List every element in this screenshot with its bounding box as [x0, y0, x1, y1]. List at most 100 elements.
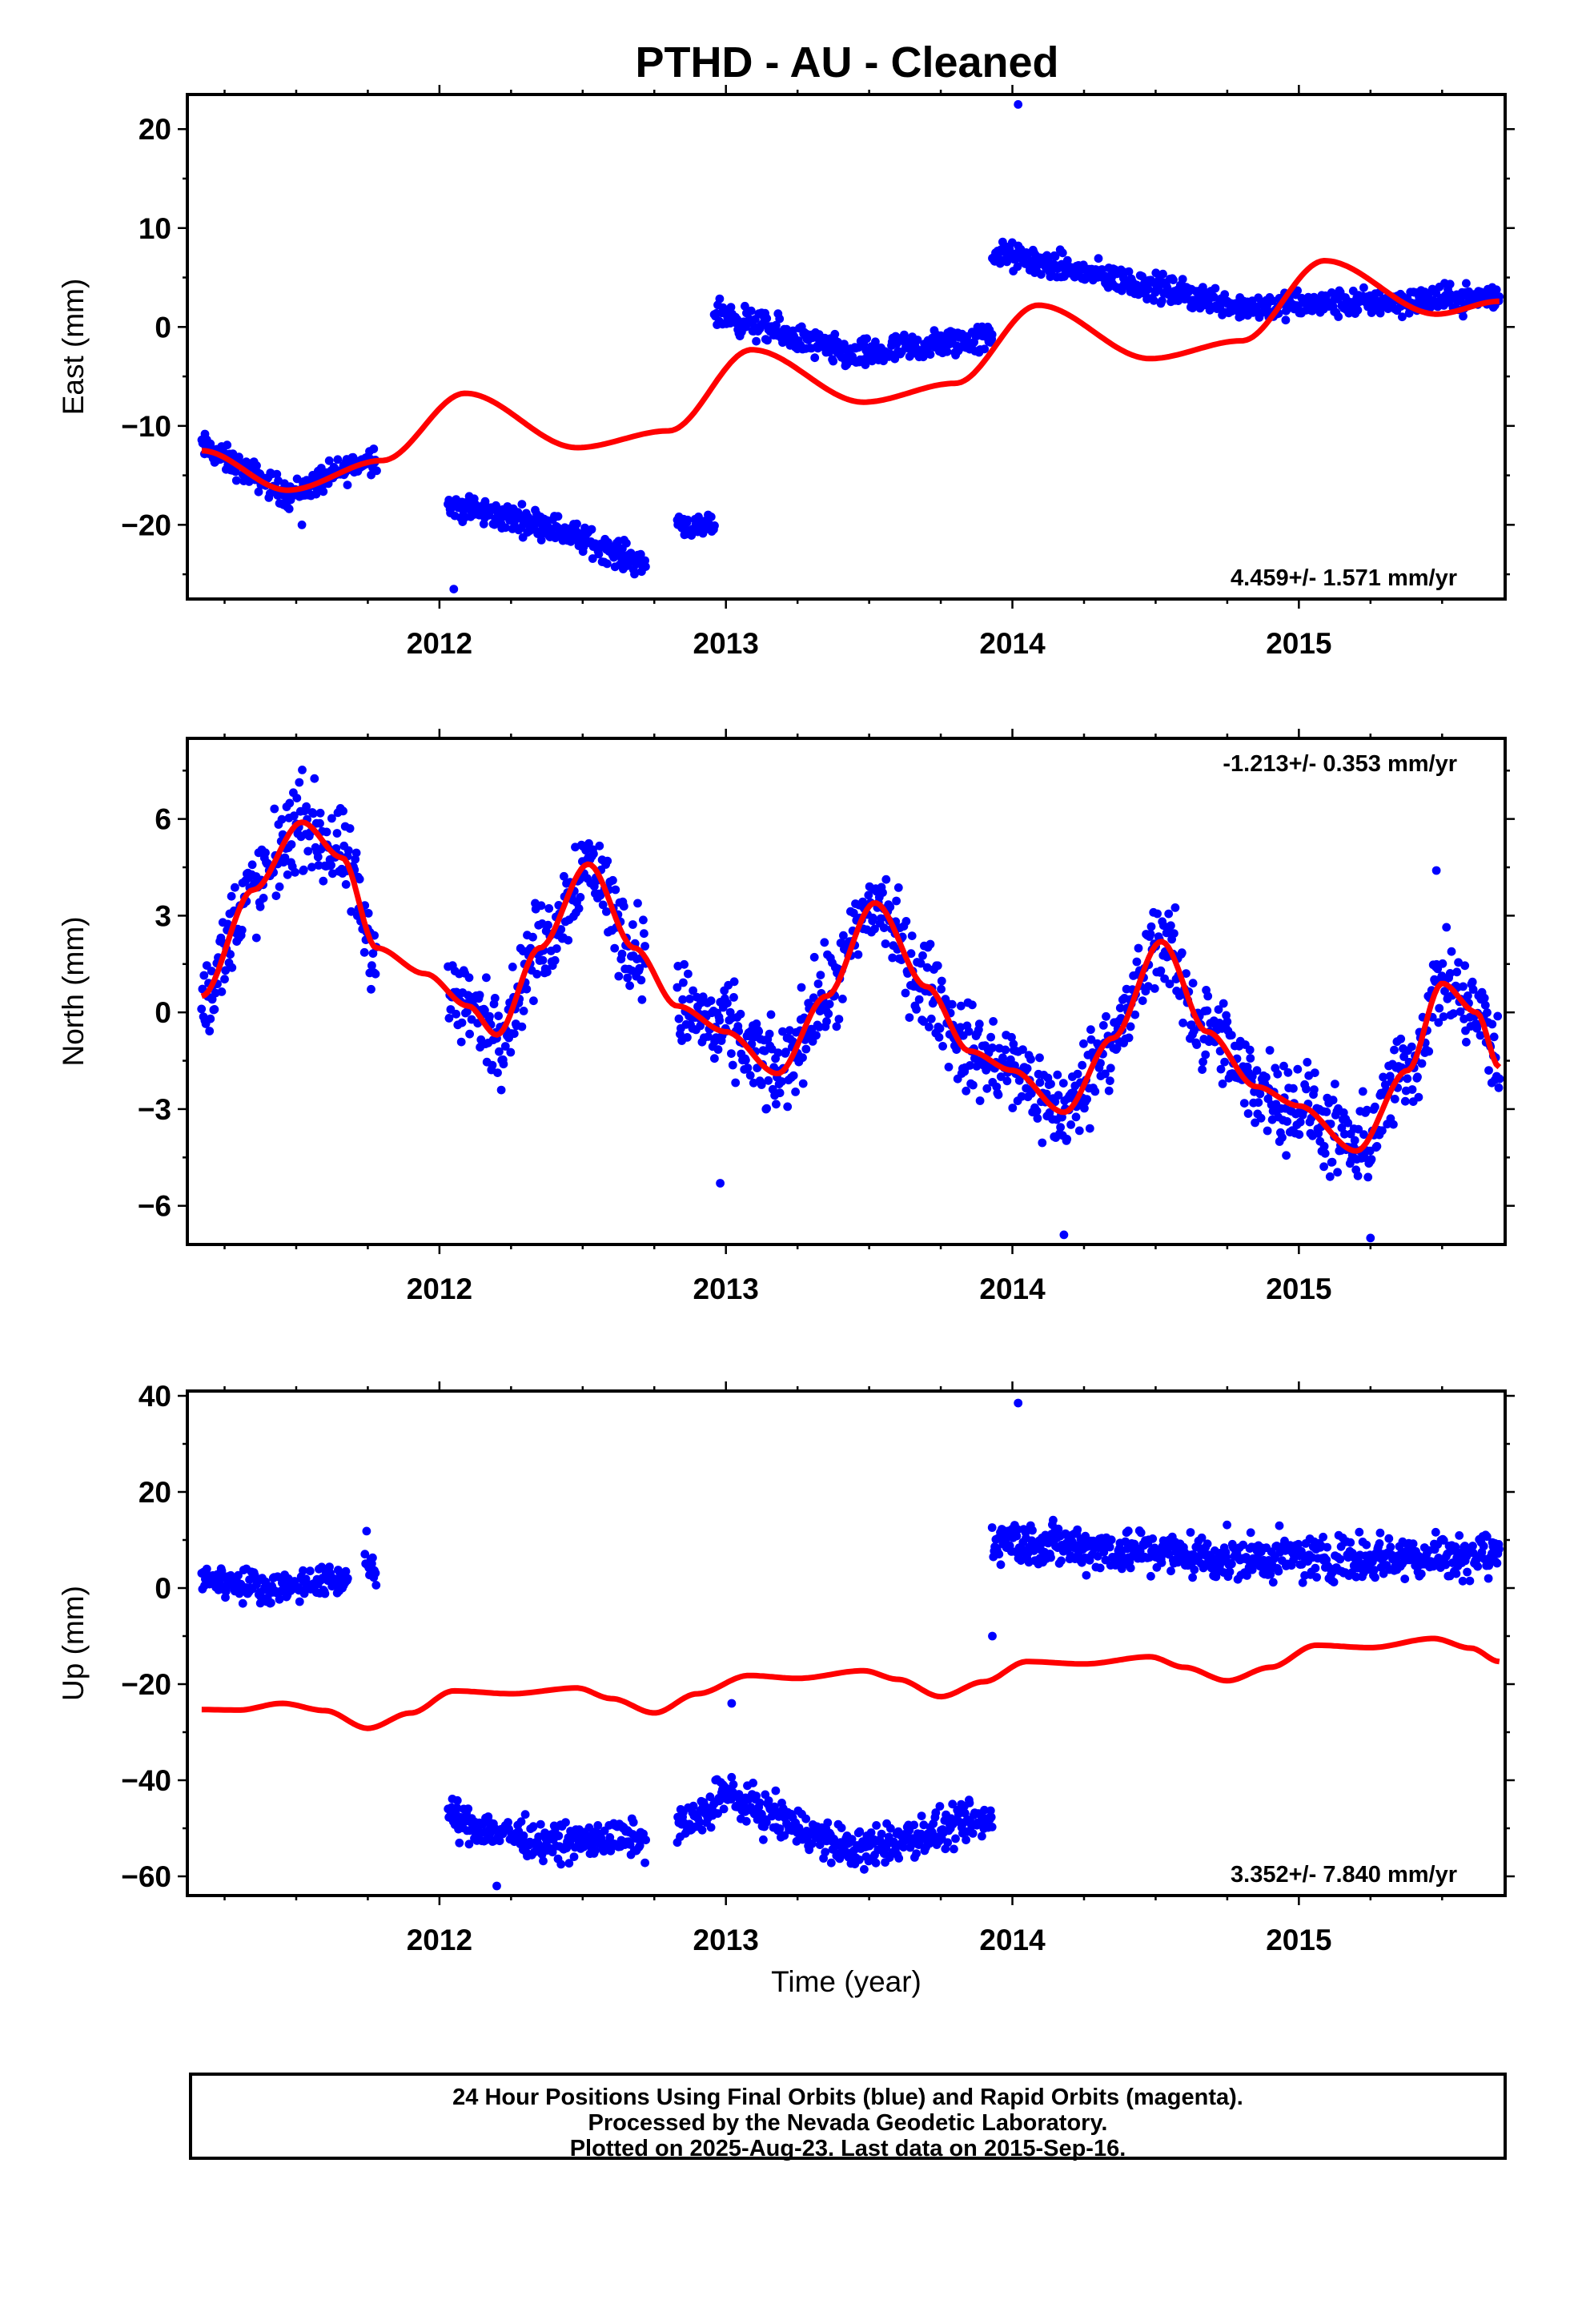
data-point: [556, 1860, 566, 1869]
data-point: [544, 920, 552, 930]
footer-line-3: Plotted on 2025-Aug-23. Last data on 201…: [570, 2136, 1126, 2161]
data-point: [554, 1831, 564, 1840]
data-point: [1353, 305, 1363, 315]
x-tick-label: 2015: [1266, 1924, 1331, 1956]
data-point: [879, 923, 889, 932]
data-point: [528, 932, 537, 942]
data-point: [628, 920, 637, 929]
east-rate-label: 4.459+/- 1.571 mm/yr: [1231, 565, 1457, 591]
data-point: [822, 1017, 831, 1026]
data-point: [1494, 1083, 1504, 1092]
data-point: [1463, 1567, 1472, 1577]
data-point: [284, 505, 294, 513]
data-point: [1169, 275, 1178, 284]
data-point: [986, 1806, 995, 1815]
data-point: [837, 1823, 846, 1832]
data-point: [1408, 1539, 1418, 1549]
data-point: [1334, 312, 1343, 321]
data-point: [588, 554, 597, 563]
data-point: [1209, 292, 1219, 302]
data-point: [1495, 1544, 1504, 1554]
data-point: [217, 1566, 227, 1575]
x-tick-label: 2014: [979, 1924, 1046, 1956]
data-point: [544, 904, 554, 913]
data-point: [1033, 1114, 1042, 1123]
data-point: [1001, 1045, 1010, 1055]
footer-line-2: Processed by the Nevada Geodetic Laborat…: [588, 2110, 1108, 2136]
data-point: [1132, 957, 1142, 967]
data-point: [1082, 1095, 1091, 1104]
data-point: [1439, 1012, 1448, 1021]
data-point: [992, 1082, 1002, 1092]
data-point: [816, 971, 825, 979]
data-point: [1386, 1542, 1395, 1552]
data-point: [965, 1799, 974, 1807]
data-point: [715, 294, 725, 304]
data-point: [1124, 267, 1134, 276]
data-point: [608, 875, 617, 885]
data-point: [1320, 1148, 1330, 1158]
data-point: [619, 902, 628, 911]
data-point: [741, 1055, 750, 1065]
data-point: [593, 1821, 603, 1830]
data-point: [508, 963, 517, 971]
data-point: [339, 806, 347, 816]
data-point: [1279, 1061, 1288, 1071]
data-point: [866, 1828, 876, 1837]
data-point: [1319, 1142, 1329, 1151]
data-point: [1203, 1539, 1212, 1549]
data-point: [764, 1076, 773, 1085]
data-point: [901, 917, 911, 926]
data-point: [635, 1841, 644, 1851]
data-point: [520, 1810, 530, 1819]
data-point: [367, 961, 376, 971]
data-point: [484, 1812, 493, 1821]
data-point: [341, 1566, 351, 1576]
data-point: [988, 1043, 997, 1052]
data-point: [493, 1068, 502, 1077]
data-point: [1468, 1542, 1477, 1550]
data-point: [1484, 1066, 1493, 1075]
data-point: [933, 961, 942, 971]
data-point: [463, 1007, 472, 1016]
data-point: [1331, 1080, 1339, 1088]
data-point: [854, 1855, 864, 1864]
up-rate-label: 3.352+/- 7.840 mm/yr: [1231, 1862, 1457, 1888]
data-point: [1079, 1039, 1088, 1048]
data-point: [727, 1049, 736, 1058]
data-point: [1094, 254, 1103, 263]
data-point: [916, 959, 926, 968]
data-point: [1106, 1076, 1114, 1085]
data-point: [872, 1821, 881, 1830]
data-point: [1295, 1130, 1304, 1140]
data-point: [1329, 1578, 1339, 1586]
data-point: [564, 935, 573, 945]
x-tick-label: 2014: [979, 627, 1046, 660]
data-point: [1396, 1034, 1406, 1043]
data-point: [994, 1090, 1003, 1100]
y-tick-label: −40: [121, 1764, 171, 1797]
data-point: [1372, 1142, 1382, 1151]
x-tick-label: 2015: [1266, 627, 1331, 660]
data-point: [1431, 866, 1441, 875]
data-point: [1148, 1534, 1158, 1543]
data-point: [767, 1044, 777, 1054]
data-point: [1488, 1019, 1497, 1029]
data-point: [893, 883, 903, 892]
data-point: [1367, 1155, 1376, 1164]
data-point: [1256, 1113, 1266, 1123]
data-point: [1012, 1531, 1022, 1541]
data-point: [1090, 1087, 1100, 1096]
data-point: [1456, 1007, 1465, 1016]
data-point: [480, 1006, 489, 1015]
data-point: [919, 1017, 929, 1026]
data-point: [1442, 923, 1452, 932]
data-point: [1340, 1129, 1349, 1139]
data-point: [345, 824, 355, 833]
data-point: [980, 344, 990, 354]
north-frame: [186, 737, 1507, 1246]
data-point: [1095, 1563, 1105, 1573]
data-point: [1378, 1126, 1387, 1136]
data-point: [938, 1042, 947, 1051]
data-point: [1049, 1515, 1058, 1525]
